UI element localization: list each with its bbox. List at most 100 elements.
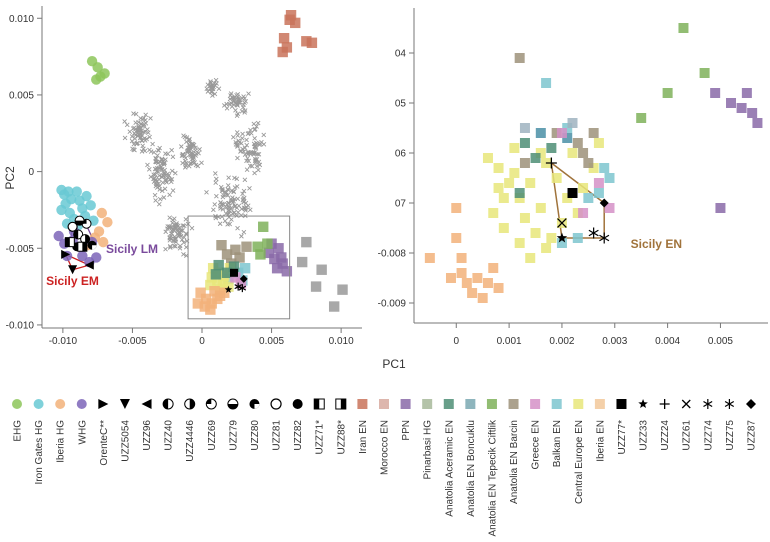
legend-marker-uzz5054-shape [119, 399, 130, 409]
reference-x-marker [241, 199, 247, 205]
legend-marker-anatolia-en-barcin-shape [508, 399, 519, 409]
point-ppn-shape [281, 266, 293, 277]
legend-item-ehg: EHG [12, 399, 24, 442]
legend-label: UZZ87 [747, 420, 758, 451]
individual-uzz75 [238, 284, 247, 293]
point-ppn-shape [263, 247, 274, 259]
point-ppn-shape [752, 118, 763, 128]
reference-x-marker [154, 169, 159, 174]
point-ppn [747, 108, 758, 118]
point-central-europe-en-shape [212, 275, 223, 286]
legend-item-anatolia-en-tepecik-ciftlik: Anatolia EN Tepecik Ciftlik [486, 399, 498, 537]
y-tick-label: 06 [395, 149, 407, 160]
point-iron-gates-hg [81, 190, 92, 202]
point-central-europe-en-shape [551, 173, 562, 183]
x-tick-label: 0 [453, 336, 459, 347]
zoom-series-points [424, 23, 763, 303]
reference-x-marker [239, 233, 244, 239]
point-balkan-en [593, 188, 604, 198]
reference-x-marker [226, 210, 231, 216]
point-ppn-shape [277, 258, 288, 269]
point-central-europe-en [519, 213, 530, 223]
legend-item-uzz81: UZZ81 [270, 398, 283, 451]
point-balkan-en-shape [593, 188, 604, 198]
reference-x-marker [254, 164, 260, 169]
legend-label: UZZ82 [293, 420, 304, 451]
point-greece-en [593, 178, 604, 188]
point-iberia-hg-shape [102, 217, 113, 228]
individual-orientec [61, 249, 71, 259]
overview-reference-cloud [122, 77, 267, 258]
reference-x-marker [150, 141, 155, 147]
point-moroccan-levant-outliers-shape [316, 264, 327, 275]
individual-uzz87 [599, 198, 609, 208]
point-central-europe-en-shape [593, 138, 604, 148]
legend-marker-central-europe-en-shape [573, 399, 584, 409]
reference-x-marker [129, 138, 135, 144]
reference-x-marker [181, 251, 186, 257]
reference-x-marker [226, 187, 231, 193]
reference-x-marker [165, 175, 171, 181]
point-moroccan-levant-outliers [316, 264, 327, 275]
reference-x-marker [154, 159, 160, 165]
point-ppn [276, 252, 287, 263]
point-iberia-en [209, 286, 220, 297]
reference-x-marker [254, 156, 260, 162]
point-iberia-en-shape [192, 298, 204, 309]
point-central-europe-en [509, 143, 520, 153]
reference-x-marker [205, 82, 211, 88]
point-anatolia-en-tepecik-ciftlik-shape [636, 113, 647, 123]
reference-x-marker [197, 146, 202, 152]
point-iberia-en-shape [456, 253, 467, 263]
point-iberia-en-shape [482, 278, 493, 288]
reference-x-marker [167, 177, 173, 182]
reference-x-marker [232, 210, 237, 215]
reference-x-marker [209, 89, 215, 95]
legend-marker-uzz69-fill [206, 399, 212, 404]
point-ehg-shape [92, 62, 103, 73]
point-central-europe-en-shape [493, 183, 504, 193]
reference-x-marker [229, 95, 235, 100]
legend-marker-whg [76, 399, 87, 409]
reference-x-marker [261, 132, 267, 138]
reference-x-marker [151, 150, 157, 155]
point-balkan-en-shape [583, 193, 594, 203]
legend-marker-uzz88 [335, 398, 347, 410]
legend-marker-uzz75 [724, 399, 735, 409]
point-anatolia-en-barcin [578, 148, 589, 158]
point-anatolia-en-tepecik-ciftlik [255, 249, 266, 260]
reference-x-marker [159, 156, 165, 162]
legend-label: Balkan EN [552, 420, 563, 467]
point-central-europe-en-shape [525, 253, 536, 263]
individual-uzz96 [84, 260, 94, 270]
point-anatolia-en-barcin [230, 244, 241, 255]
point-ppn [263, 247, 274, 259]
point-central-europe-en [212, 275, 223, 286]
point-central-europe-en [217, 278, 229, 289]
reference-x-marker [212, 171, 218, 176]
individual-uzz74-shape [588, 227, 599, 239]
point-ehg-shape [91, 74, 102, 85]
point-central-europe-en-shape [541, 243, 552, 253]
legend-marker-uzz87-shape [746, 399, 756, 409]
legend-item-uzz40: UZZ40 [162, 398, 175, 451]
legend-label: UZZ77* [617, 420, 628, 455]
point-iberia-en-shape [472, 273, 483, 283]
point-anatolia-aceramic-en-shape [546, 143, 557, 153]
point-central-europe-en [551, 173, 562, 183]
reference-x-marker [240, 191, 245, 197]
reference-x-marker [227, 221, 233, 227]
legend-label: EHG [13, 420, 24, 442]
point-greece-en [578, 208, 589, 218]
overview-pca-panel: -0.010 -0.005 0 0.005 0.010 0.010 0.005 0 -0.005… [3, 6, 406, 371]
point-iran-en [281, 42, 293, 53]
point-anatolia-en-tepecik-ciftlik [258, 221, 269, 232]
y-tick-label: -0.005 [6, 244, 35, 255]
point-balkan-en-shape [604, 173, 615, 183]
point-anatolia-aceramic-en-shape [213, 259, 224, 271]
reference-x-marker [212, 202, 218, 207]
reference-x-marker [183, 231, 189, 236]
reference-x-marker [222, 218, 228, 224]
point-ppn [736, 103, 747, 113]
individual-uzz24 [545, 157, 557, 169]
